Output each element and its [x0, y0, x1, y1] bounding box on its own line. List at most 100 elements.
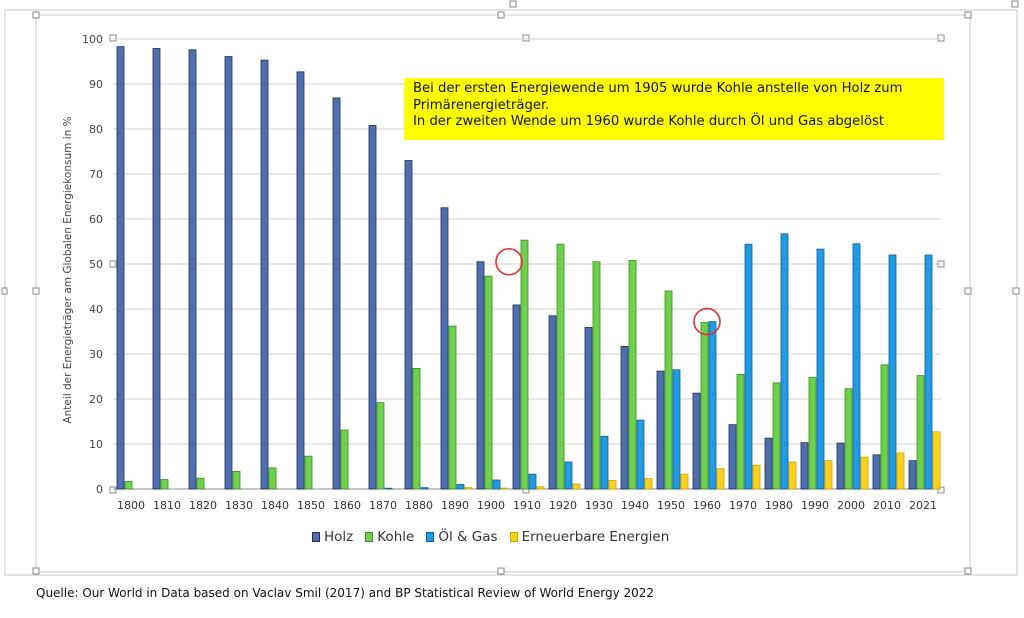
- bar-kohle-1870: [376, 402, 385, 490]
- bar-holz-1830: [224, 56, 233, 490]
- bar-kohle-1840: [268, 467, 277, 490]
- bar-holz-1840: [260, 59, 269, 490]
- bar-oel-gas-1960: [708, 321, 717, 490]
- bar-erneuerbar-1930: [608, 480, 617, 490]
- bar-holz-2021: [908, 460, 917, 490]
- bar-kohle-1950: [664, 290, 673, 490]
- legend-item-holz: Holz: [312, 529, 353, 545]
- legend-item-erneuerbar: Erneuerbare Energien: [509, 529, 670, 545]
- bar-erneuerbar-1980: [788, 461, 797, 490]
- bar-erneuerbar-2000: [860, 456, 869, 490]
- x-tick-label: 1980: [765, 499, 793, 512]
- bar-erneuerbar-1990: [824, 460, 833, 490]
- y-tick-label: 60: [89, 213, 103, 226]
- bar-holz-1930: [584, 327, 593, 490]
- annotation-line-3: In der zweiten Wende um 1960 wurde Kohle…: [413, 114, 885, 129]
- bar-holz-1900: [476, 261, 485, 490]
- bar-erneuerbar-2021: [932, 431, 941, 490]
- bar-oel-gas-1920: [564, 461, 573, 490]
- x-tick-label: 1890: [441, 499, 469, 512]
- bar-holz-2000: [836, 442, 845, 490]
- y-axis-label: Anteil der Energieträger am Globalen Ene…: [62, 116, 74, 424]
- x-tick-label: 1970: [729, 499, 757, 512]
- y-tick-label: 10: [89, 438, 103, 451]
- x-tick-label: 2010: [873, 499, 901, 512]
- x-tick-label: 1950: [657, 499, 685, 512]
- highlight-circles: [495, 247, 721, 336]
- bar-erneuerbar-1900: [500, 487, 509, 490]
- bar-holz-1820: [188, 49, 197, 490]
- annotation-line-2: Primärenergieträger.: [413, 97, 550, 113]
- bar-holz-1970: [728, 424, 737, 490]
- x-tick-label: 1820: [189, 499, 217, 512]
- x-tick-label: 1930: [585, 499, 613, 512]
- bars: [116, 46, 941, 490]
- bar-kohle-1830: [232, 471, 241, 490]
- bar-erneuerbar-1950: [680, 473, 689, 490]
- y-tick-label: 100: [82, 33, 103, 46]
- bar-kohle-1910: [520, 239, 529, 490]
- bar-oel-gas-1990: [816, 248, 825, 490]
- bar-kohle-1810: [160, 479, 169, 490]
- x-tick-label: 1940: [621, 499, 649, 512]
- legend-swatch-erneuerbar: [509, 532, 518, 542]
- y-tick-label: 80: [89, 123, 103, 136]
- bar-holz-1990: [800, 442, 809, 490]
- source-note: Quelle: Our World in Data based on Vacla…: [36, 586, 655, 600]
- bar-holz-1870: [368, 125, 377, 490]
- bar-kohle-1890: [448, 325, 457, 490]
- bar-oel-gas-1970: [744, 243, 753, 490]
- bar-erneuerbar-1890: [464, 487, 473, 490]
- legend-item-oel-gas: Öl & Gas: [426, 529, 498, 545]
- bar-kohle-1940: [628, 259, 637, 490]
- highlight-circle: [693, 307, 721, 336]
- bar-erneuerbar-1920: [572, 483, 581, 490]
- x-tick-labels: 1800 1810 1820 1830 1840 1850 1860 1870 1880 1890…: [117, 499, 937, 512]
- bar-kohle-1930: [592, 261, 601, 490]
- legend-label-oel-gas: Öl & Gas: [438, 529, 498, 545]
- legend-swatch-kohle: [365, 532, 374, 542]
- bar-holz-1950: [656, 370, 665, 490]
- bar-holz-1980: [764, 437, 773, 490]
- bar-kohle-2021: [916, 375, 925, 490]
- bar-kohle-1980: [772, 382, 781, 490]
- bar-holz-1890: [440, 207, 449, 490]
- bar-kohle-1900: [484, 275, 493, 490]
- bar-holz-2010: [872, 454, 881, 490]
- bar-oel-gas-1890: [456, 484, 465, 490]
- x-tick-label: 2021: [909, 499, 937, 512]
- highlight-circle: [495, 247, 523, 276]
- bar-kohle-1850: [304, 455, 313, 490]
- bar-kohle-1820: [196, 477, 205, 490]
- bar-erneuerbar-2010: [896, 452, 905, 490]
- bar-holz-1810: [152, 48, 161, 490]
- y-tick-label: 90: [89, 78, 103, 91]
- x-tick-label: 1800: [117, 499, 145, 512]
- bar-oel-gas-1900: [492, 479, 501, 490]
- bar-holz-1860: [332, 97, 341, 490]
- bar-oel-gas-1880: [420, 487, 429, 490]
- bar-kohle-1920: [556, 243, 565, 490]
- legend-label-kohle: Kohle: [377, 529, 415, 545]
- x-tick-label: 1850: [297, 499, 325, 512]
- x-tick-label: 1870: [369, 499, 397, 512]
- legend-label-erneuerbar: Erneuerbare Energien: [521, 529, 670, 545]
- y-tick-labels: 0 10 20 30 40 50 60 70 80 90 100: [82, 33, 103, 496]
- bar-oel-gas-1980: [780, 233, 789, 490]
- bar-oel-gas-1870: [384, 487, 393, 490]
- bar-kohle-1860: [340, 429, 349, 490]
- bar-kohle-1990: [808, 376, 817, 490]
- x-tick-label: 1900: [477, 499, 505, 512]
- x-tick-label: 1880: [405, 499, 433, 512]
- x-tick-label: 1830: [225, 499, 253, 512]
- bar-kohle-1960: [700, 322, 709, 490]
- y-tick-label: 40: [89, 303, 103, 316]
- bar-oel-gas-1940: [636, 419, 645, 490]
- legend-label-holz: Holz: [324, 529, 354, 545]
- y-tick-label: 0: [96, 483, 103, 496]
- x-tick-label: 1990: [801, 499, 829, 512]
- legend: Holz Kohle Öl & Gas Erneuerbare Energien: [312, 529, 681, 545]
- x-tick-label: 1840: [261, 499, 289, 512]
- bar-oel-gas-1930: [600, 435, 609, 490]
